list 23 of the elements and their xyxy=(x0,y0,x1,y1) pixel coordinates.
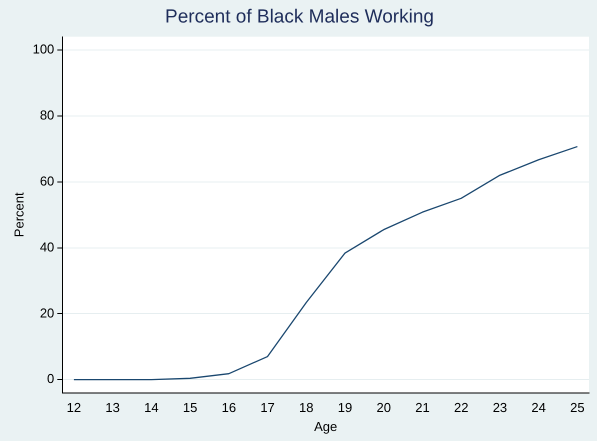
x-axis-title: Age xyxy=(314,418,338,434)
x-tick-label: 21 xyxy=(415,400,430,416)
y-tick-label: 100 xyxy=(32,42,54,57)
x-tick-label: 14 xyxy=(144,400,159,416)
y-tick-label: 60 xyxy=(40,173,54,188)
x-tick-label: 25 xyxy=(570,400,585,416)
chart-title: Percent of Black Males Working xyxy=(165,6,434,28)
y-tick-label: 20 xyxy=(40,305,54,320)
y-axis-title: Percent xyxy=(11,192,26,238)
y-tick-label: 80 xyxy=(40,107,54,122)
x-tick-label: 15 xyxy=(182,400,198,416)
x-tick-label: 17 xyxy=(260,400,275,416)
x-tick-label: 16 xyxy=(222,400,236,416)
x-tick-label: 24 xyxy=(531,400,546,416)
y-tick-label: 0 xyxy=(47,371,54,386)
y-tick-label: 40 xyxy=(40,239,54,254)
x-tick-label: 13 xyxy=(105,400,120,416)
x-tick-label: 20 xyxy=(376,400,391,416)
x-tick-label: 22 xyxy=(454,400,468,416)
x-tick-label: 19 xyxy=(338,400,352,416)
x-tick-label: 23 xyxy=(492,400,508,416)
x-tick-label: 12 xyxy=(66,400,82,416)
x-tick-label: 18 xyxy=(299,400,314,416)
